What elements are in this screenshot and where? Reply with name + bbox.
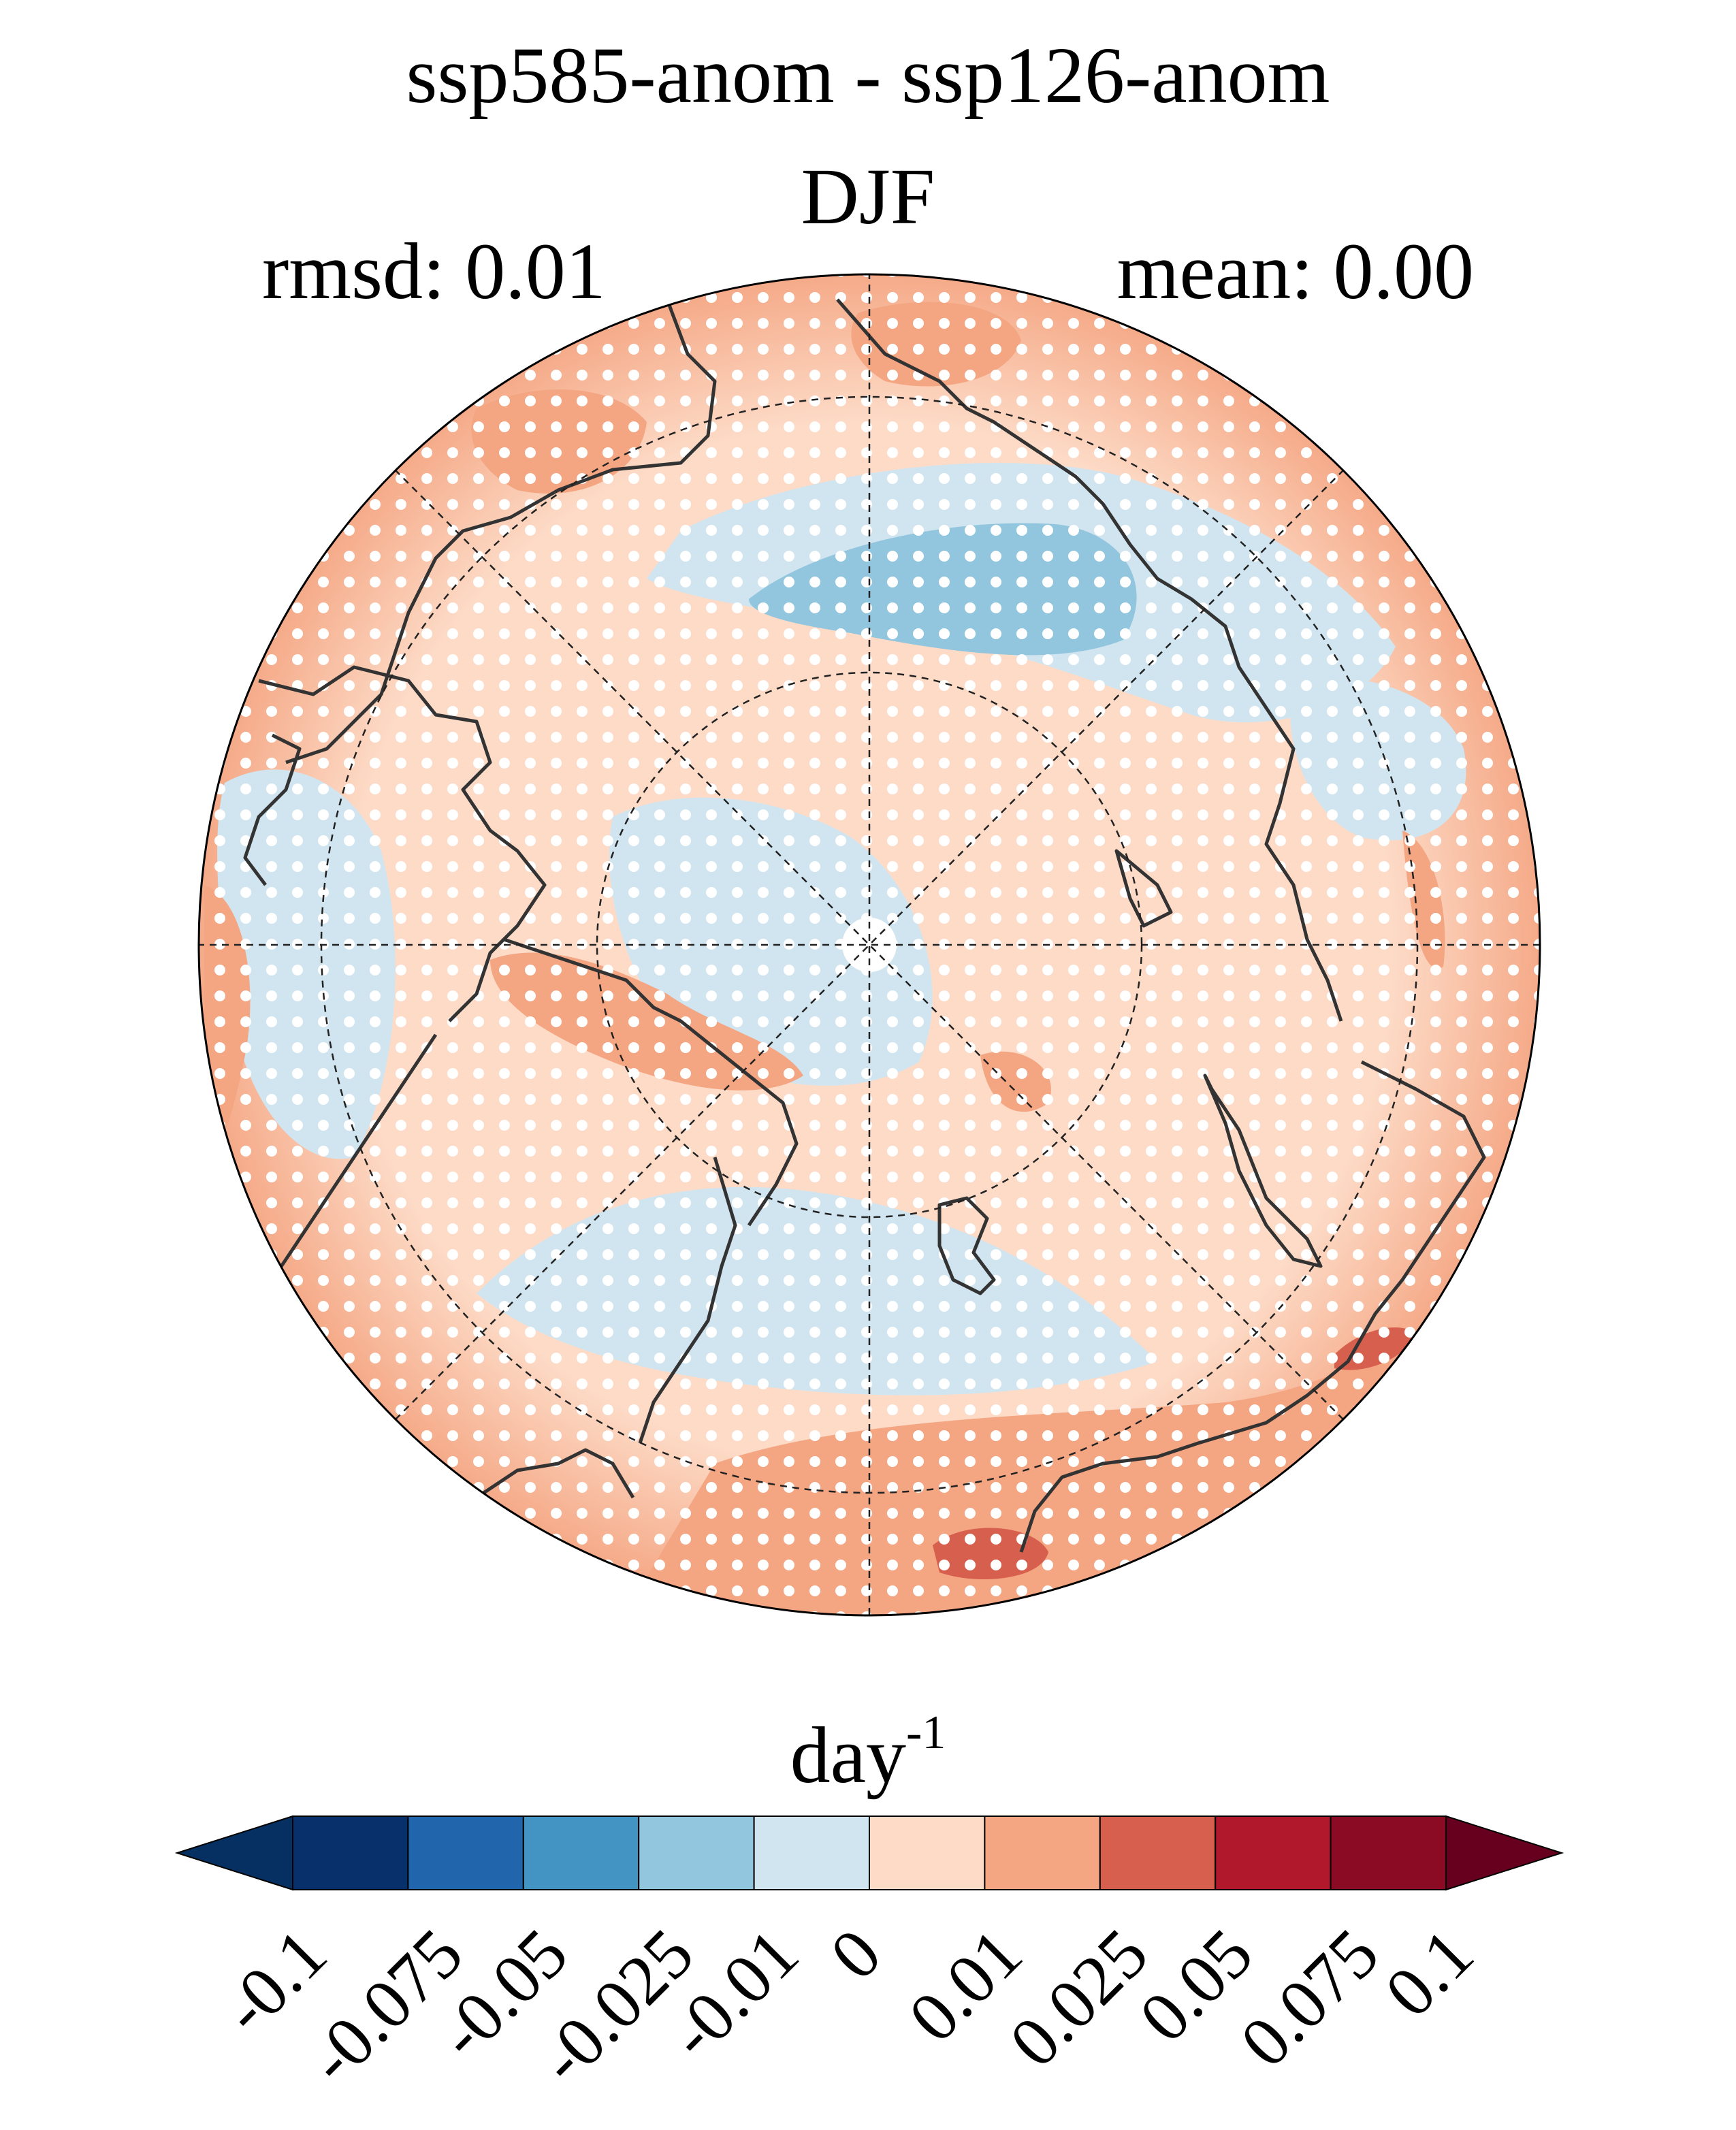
map-boundary	[197, 273, 1541, 1617]
coastline-north-america-east	[1019, 1060, 1486, 1553]
graticule	[199, 274, 1540, 1615]
colorbar-extend-low	[174, 1815, 293, 1891]
season-label: DJF	[801, 152, 935, 241]
coastline-east-islands	[1114, 849, 1173, 928]
colorbar-extend-high	[1445, 1815, 1564, 1891]
colorbar-bin	[869, 1816, 986, 1890]
coastline-canada-arctic-islands	[258, 665, 547, 1022]
colorbar-bin	[522, 1816, 640, 1890]
coastline-greenland	[1203, 1074, 1323, 1268]
colorbar-bin	[1215, 1816, 1332, 1890]
colorbar-bin	[1330, 1816, 1447, 1890]
colorbar-unit: day	[790, 1711, 907, 1800]
coastline-canada-detail	[243, 733, 302, 886]
colorbar-bin	[292, 1816, 409, 1890]
rmsd-stat: rmsd: 0.01	[262, 227, 606, 316]
coastline-canada-islands-2	[503, 937, 799, 1227]
mean-stat: mean: 0.00	[1116, 227, 1474, 316]
map-title: ssp585-anom - ssp126-anom	[406, 31, 1330, 120]
coastline-scandinavia	[638, 1157, 737, 1444]
coastlines	[236, 298, 1486, 1553]
coastline-eurasia-north	[285, 299, 717, 764]
polar-map	[197, 273, 1541, 1617]
colorbar-bin	[753, 1816, 870, 1890]
field-layer	[199, 274, 1540, 1615]
colorbar-bin	[407, 1816, 524, 1890]
colorbar-bin	[638, 1816, 755, 1890]
coastline-southwest	[475, 1448, 635, 1500]
graticule-meridian-135	[394, 469, 1345, 1421]
colorbar-label: day-1	[0, 1709, 1736, 1796]
coastline-svalbard	[937, 1196, 996, 1295]
colorbar-unit-exponent: -1	[906, 1706, 946, 1759]
coastline-russia-arctic	[836, 298, 1343, 1022]
graticule-meridian-45	[394, 469, 1345, 1421]
colorbar-bin	[984, 1816, 1101, 1890]
colorbar-bin	[1099, 1816, 1217, 1890]
